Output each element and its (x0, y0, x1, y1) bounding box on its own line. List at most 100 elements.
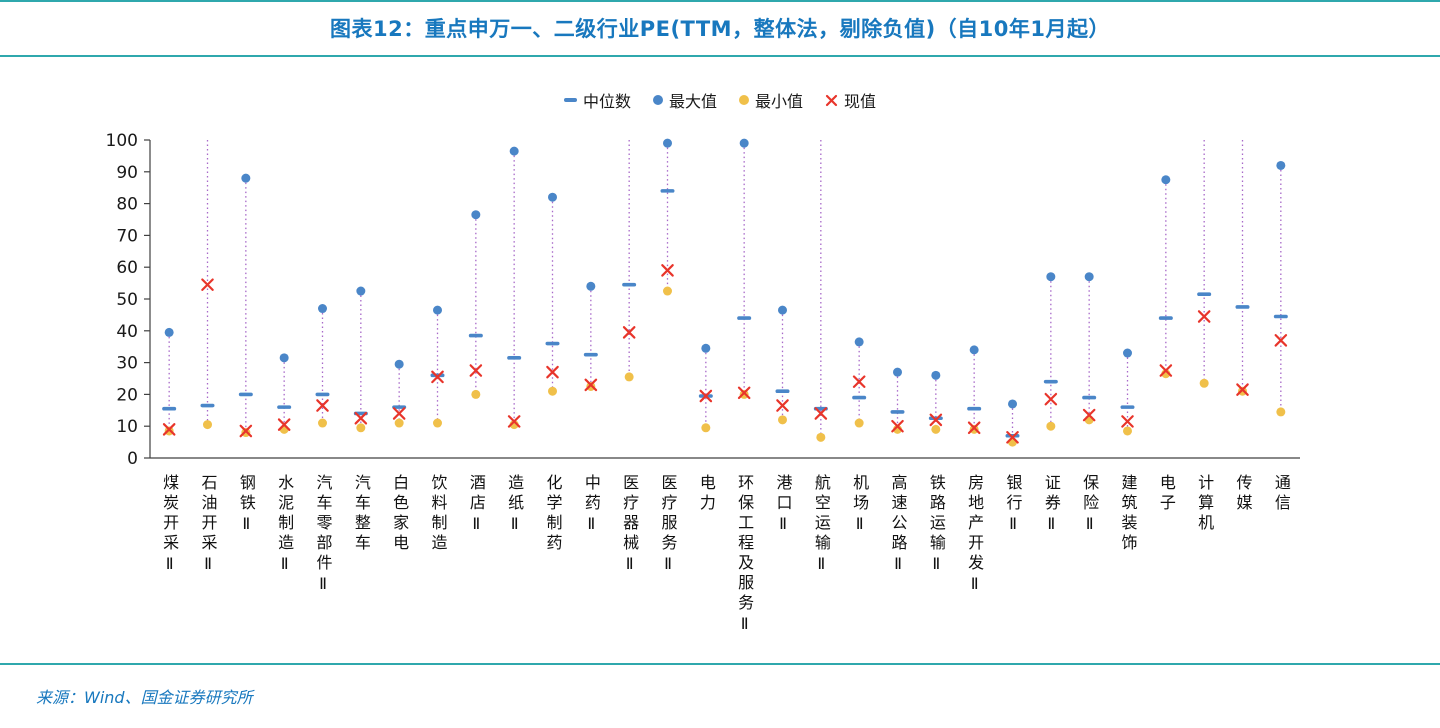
x-axis-label: 石油开采Ⅱ (198, 474, 218, 577)
median-dash (277, 405, 292, 409)
median-dash (583, 352, 598, 357)
median-dash (545, 341, 560, 346)
max-dot (509, 146, 519, 156)
current-x-marker (1044, 392, 1058, 406)
current-x-marker (354, 411, 368, 425)
max-dot (663, 138, 672, 148)
pe-scatter-chart: 0 10 20 30 40 50 60 70 80 90 100 煤炭开采Ⅱ 石油开采Ⅱ 钢铁Ⅱ 水泥制造… (0, 122, 1440, 662)
current-x-marker (891, 419, 904, 433)
max-dot (1161, 175, 1171, 185)
x-axis-label: 铁路运输Ⅱ (926, 474, 946, 577)
current-x-marker (1006, 431, 1019, 444)
x-axis-label: 酒店Ⅱ (466, 474, 486, 537)
chart-legend: 中位数 最大值 最小值 现值 (0, 88, 1440, 112)
median-dash (238, 392, 253, 397)
x-axis-label: 银行Ⅱ (1003, 474, 1023, 537)
median-dash (200, 403, 215, 408)
x-axis-label: 医疗服务Ⅱ (658, 474, 678, 577)
median-dash (852, 395, 867, 400)
median-dash (1158, 316, 1173, 320)
median-dash (1043, 379, 1058, 384)
x-axis-label: 房地产开发Ⅱ (965, 474, 985, 597)
max-dot-icon (652, 95, 663, 105)
y-tick-label: 20 (116, 385, 138, 405)
current-x-marker (239, 424, 253, 438)
max-dot (1008, 399, 1017, 409)
median-dash-icon (563, 98, 577, 102)
median-dash (392, 405, 407, 409)
current-x-marker (469, 364, 483, 377)
min-dot (1276, 407, 1286, 417)
min-dot (1123, 426, 1132, 436)
footer-divider (0, 663, 1440, 665)
x-axis-labels: 煤炭开采Ⅱ 石油开采Ⅱ 钢铁Ⅱ 水泥制造Ⅱ 汽车零部件Ⅱ 汽车整车 白色家电 饮料制造 酒店Ⅱ 造… (0, 474, 1440, 662)
current-x-icon (825, 94, 838, 106)
min-dot (548, 386, 557, 396)
median-dash (890, 410, 905, 414)
x-axis-label: 汽车整车 (351, 474, 371, 554)
min-dot (433, 418, 442, 428)
min-dot (663, 286, 672, 296)
x-axis-label: 水泥制造Ⅱ (275, 474, 295, 577)
min-dot (203, 420, 212, 430)
median-dash (622, 282, 637, 287)
y-tick-label: 10 (116, 417, 138, 437)
x-axis-label: 中药Ⅱ (581, 474, 601, 537)
current-x-marker (929, 413, 943, 427)
max-dot (1084, 272, 1094, 282)
x-axis-label: 电子 (1156, 474, 1176, 514)
top-divider (0, 0, 1440, 2)
legend-label-current: 现值 (844, 92, 877, 111)
min-dot (739, 389, 749, 399)
min-dot (471, 389, 481, 399)
max-dot (969, 345, 979, 355)
x-axis-label: 高速公路Ⅱ (888, 474, 908, 577)
max-dot (854, 337, 864, 347)
legend-label-min: 最小值 (755, 92, 804, 111)
x-axis-label: 造纸Ⅱ (505, 474, 525, 537)
median-dash (1235, 305, 1250, 309)
median-dash (1082, 395, 1097, 400)
current-x-marker (162, 423, 176, 436)
x-axis-label: 医疗器械Ⅱ (620, 474, 640, 577)
current-x-marker (661, 264, 674, 277)
max-dot (548, 192, 557, 202)
y-tick-label: 40 (116, 322, 138, 342)
x-axis-label: 证券Ⅱ (1041, 474, 1061, 537)
max-dot (931, 370, 941, 380)
plot-canvas: 0 10 20 30 40 50 60 70 80 90 100 (106, 131, 1300, 466)
y-tick-label: 30 (116, 354, 138, 374)
median-dash (1120, 405, 1135, 409)
x-axis-label: 航空运输Ⅱ (811, 474, 831, 577)
min-dot (854, 418, 864, 428)
median-dash (737, 316, 752, 320)
y-tick-label: 0 (127, 449, 138, 466)
x-axis-label: 白色家电 (390, 474, 410, 554)
current-x-marker (277, 418, 291, 431)
max-dot (893, 367, 902, 377)
min-dot (624, 372, 634, 382)
y-tick-label: 70 (116, 226, 138, 246)
current-x-marker (431, 370, 444, 384)
min-dot (1046, 421, 1056, 431)
median-dash (1197, 292, 1212, 297)
min-dot (356, 423, 366, 433)
min-dot (318, 418, 327, 428)
current-x-marker (699, 389, 713, 403)
x-axis-label: 电力 (696, 474, 716, 514)
max-dot (356, 286, 366, 296)
current-x-marker (546, 365, 559, 379)
legend-label-median: 中位数 (582, 92, 631, 111)
min-dot (1238, 386, 1247, 396)
current-x-marker (1236, 383, 1249, 396)
x-axis-label: 计算机 (1195, 474, 1215, 534)
min-dot (969, 424, 979, 434)
max-dot (1276, 160, 1286, 170)
current-x-marker (316, 399, 329, 412)
title-divider (0, 55, 1440, 57)
current-x-marker (1082, 408, 1096, 422)
current-x-marker (1121, 415, 1134, 428)
max-dot (778, 305, 787, 315)
max-dot (164, 327, 174, 337)
min-dot (931, 424, 941, 434)
